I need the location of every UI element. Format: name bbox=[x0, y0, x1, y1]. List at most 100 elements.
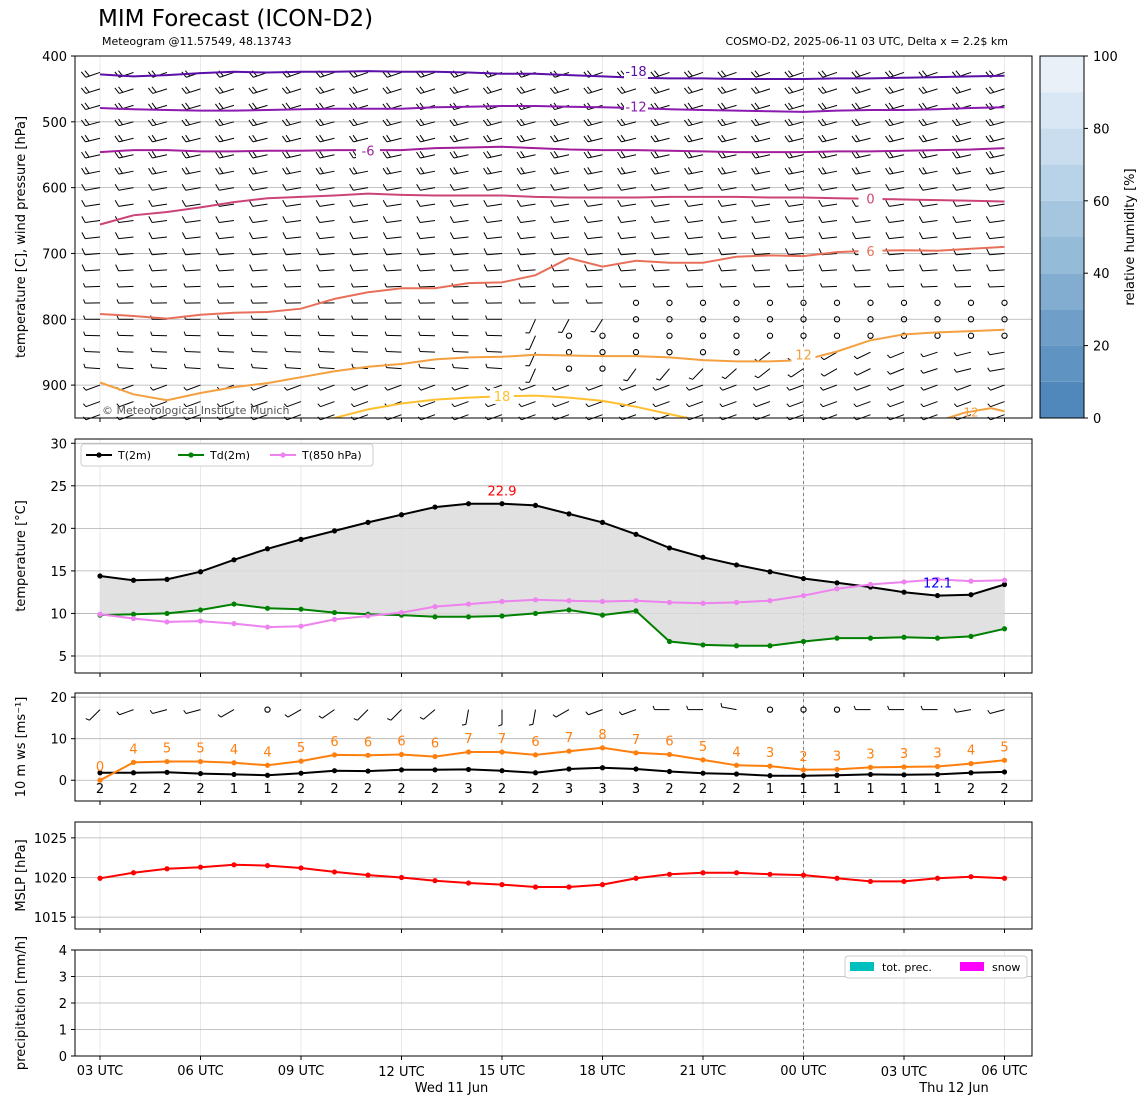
series-line bbox=[99, 863, 1005, 888]
upper-air-barb-flag bbox=[315, 232, 321, 239]
upper-air-barb-flag bbox=[516, 183, 522, 191]
upper-air-barb-flag bbox=[214, 87, 221, 94]
upper-air-barb-flag bbox=[618, 283, 622, 288]
data-point bbox=[566, 748, 572, 754]
upper-air-barb-flag bbox=[248, 119, 254, 126]
data-point bbox=[934, 763, 941, 770]
upper-air-barb-flag bbox=[985, 135, 991, 143]
data-point bbox=[298, 758, 304, 764]
precip-ytick-label: 3 bbox=[59, 971, 67, 986]
data-label: 2 bbox=[1000, 782, 1008, 797]
upper-air-barb-flag bbox=[654, 151, 659, 158]
upper-air-wind-barb bbox=[453, 285, 469, 288]
upper-air-barb-flag bbox=[417, 403, 422, 408]
upper-air-barb-flag bbox=[583, 200, 589, 207]
upper-air-wind-barb bbox=[956, 121, 972, 127]
upper-air-wind-barb bbox=[688, 154, 704, 159]
colorbar-segment bbox=[1040, 200, 1084, 237]
isotherm-label-bg bbox=[858, 243, 883, 260]
upper-air-barb-flag bbox=[183, 299, 186, 304]
upper-air-barb-flag bbox=[250, 299, 253, 304]
upper-air-barb-flag bbox=[451, 315, 454, 320]
upper-air-wind-barb bbox=[721, 187, 737, 191]
upper-air-barb-flag bbox=[319, 134, 324, 142]
surface-wind-barb bbox=[185, 709, 201, 714]
upper-air-barb-flag bbox=[652, 386, 656, 391]
upper-air-barb-flag bbox=[784, 183, 790, 191]
data-label: 5 bbox=[297, 741, 305, 756]
upper-air-barb-flag bbox=[721, 167, 726, 174]
upper-air-wind-barb bbox=[520, 252, 536, 256]
surface-wind-barb bbox=[89, 709, 101, 721]
upper-air-wind-barb bbox=[554, 414, 570, 421]
surface-barb-flag bbox=[720, 702, 723, 708]
upper-air-ylabel: temperature [C], wind pressure [hPa] bbox=[14, 116, 29, 358]
isotherm-label: 6 bbox=[866, 245, 874, 260]
upper-air-wind-barb bbox=[386, 269, 402, 272]
upper-air-barb-flag bbox=[887, 370, 891, 375]
upper-air-barb-flag bbox=[217, 363, 220, 368]
surface-barb-flag bbox=[183, 709, 187, 714]
data-point bbox=[800, 773, 807, 779]
upper-air-barb-flag bbox=[317, 403, 321, 408]
upper-air-wind-barb bbox=[521, 414, 536, 421]
upper-air-barb-flag bbox=[486, 151, 492, 158]
upper-air-barb-flag bbox=[888, 86, 894, 93]
data-point bbox=[97, 573, 103, 579]
surface-barb-flag bbox=[686, 705, 689, 710]
upper-air-barb-flag bbox=[918, 216, 924, 223]
upper-air-barb-flag bbox=[617, 135, 622, 143]
data-point bbox=[1001, 626, 1008, 632]
data-point bbox=[231, 601, 237, 607]
upper-air-barb-flag bbox=[754, 118, 760, 126]
xtick-label: 03 UTC bbox=[881, 1065, 927, 1080]
upper-air-barb-flag bbox=[520, 118, 526, 126]
upper-air-wind-barb bbox=[654, 252, 670, 256]
upper-air-barb-flag bbox=[583, 87, 589, 94]
upper-air-wind-barb bbox=[788, 220, 804, 223]
upper-air-barb-flag bbox=[952, 264, 957, 272]
upper-air-barb-flag bbox=[214, 103, 220, 110]
upper-air-barb-flag bbox=[419, 118, 425, 126]
upper-air-barb-flag bbox=[818, 135, 823, 143]
upper-air-barb-flag bbox=[181, 183, 187, 191]
upper-air-barb-flag bbox=[248, 232, 254, 239]
upper-air-calm-circle bbox=[565, 349, 573, 356]
upper-air-barb-flag bbox=[352, 118, 358, 126]
upper-air-barb-flag bbox=[114, 200, 120, 207]
upper-air-wind-barb bbox=[889, 71, 905, 78]
upper-air-wind-barb bbox=[84, 351, 101, 353]
upper-air-wind-barb bbox=[219, 203, 235, 207]
data-point bbox=[499, 882, 505, 888]
upper-air-wind-barb bbox=[889, 203, 905, 207]
data-point bbox=[499, 613, 505, 619]
data-point bbox=[164, 619, 170, 625]
upper-air-wind-barb bbox=[85, 384, 101, 391]
upper-air-wind-barb bbox=[553, 285, 570, 288]
data-label: 1 bbox=[799, 782, 807, 797]
upper-air-wind-barb bbox=[822, 236, 838, 240]
data-point bbox=[666, 871, 673, 877]
upper-air-barb-flag bbox=[384, 315, 387, 320]
upper-air-barb-flag bbox=[151, 151, 157, 158]
data-label: 3 bbox=[833, 749, 841, 764]
upper-air-barb-flag bbox=[851, 87, 857, 94]
upper-air-wind-barb bbox=[822, 220, 838, 223]
upper-air-wind-barb bbox=[252, 121, 268, 127]
date-label: Thu 12 Jun bbox=[918, 1081, 989, 1096]
upper-air-wind-barb bbox=[252, 367, 268, 370]
data-point bbox=[231, 771, 237, 778]
upper-air-barb-flag bbox=[352, 102, 358, 109]
upper-air-calm-circle bbox=[666, 316, 673, 323]
upper-air-barb-flag bbox=[550, 248, 555, 255]
upper-air-wind-barb bbox=[520, 203, 536, 207]
upper-air-wind-barb bbox=[889, 252, 905, 256]
surface-wind-barb bbox=[390, 709, 402, 721]
data-point bbox=[566, 766, 572, 772]
upper-air-barb-flag bbox=[382, 151, 388, 159]
upper-air-barb-flag bbox=[484, 386, 489, 391]
data-point bbox=[465, 749, 472, 755]
upper-air-wind-barb bbox=[521, 401, 536, 408]
upper-air-barb-flag bbox=[81, 264, 86, 272]
upper-air-barb-flag bbox=[449, 183, 455, 191]
